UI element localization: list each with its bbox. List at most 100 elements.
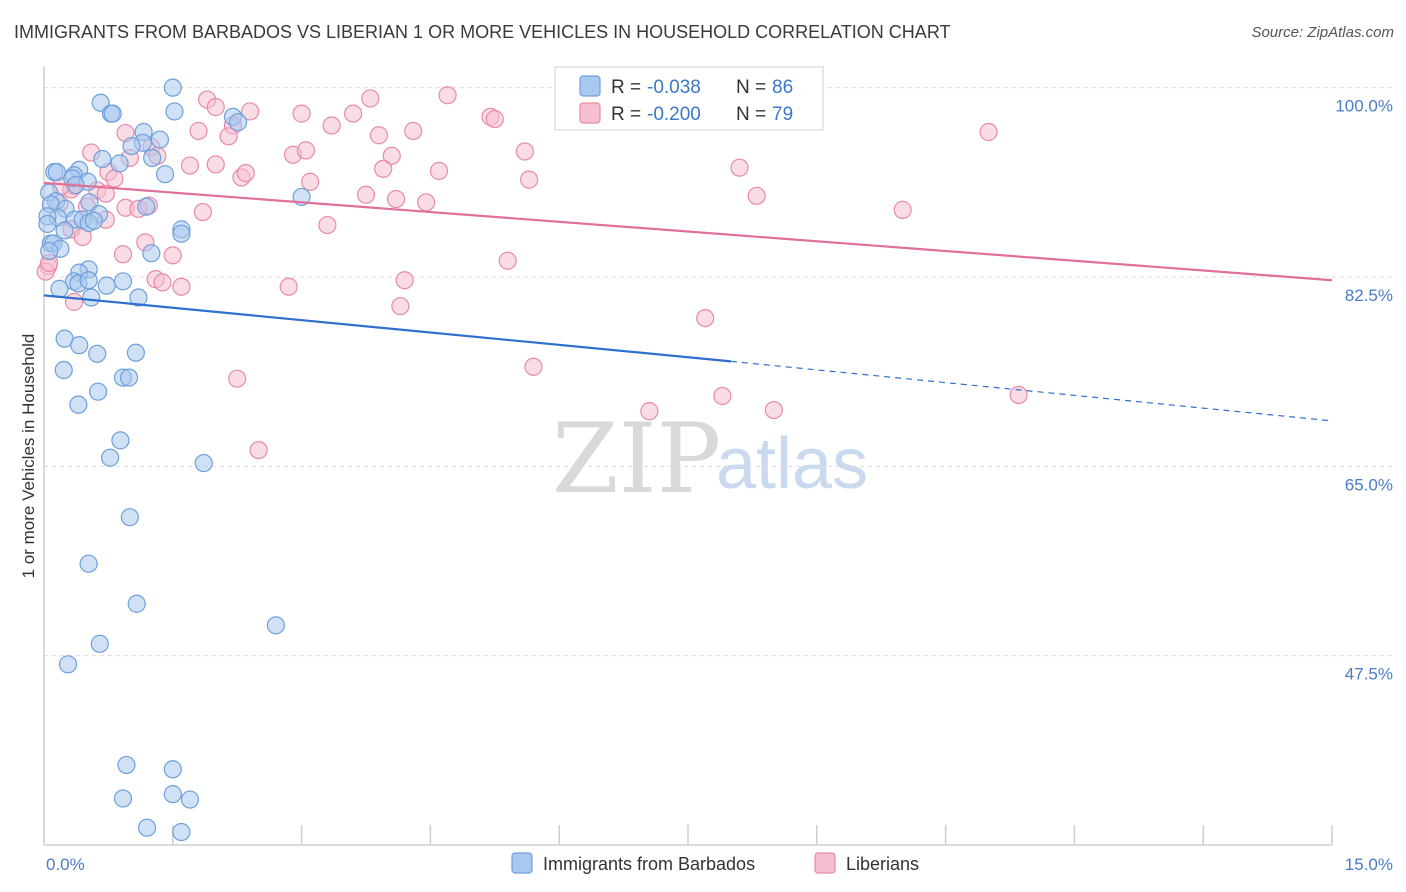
correlation-legend: R = -0.038 N = 86 R = -0.200 N = 79 [554, 66, 824, 131]
point-barbados [126, 343, 145, 362]
point-liberians [404, 121, 423, 141]
point-liberians [730, 158, 749, 177]
chart-title: IMMIGRANTS FROM BARBADOS VS LIBERIAN 1 O… [14, 22, 951, 42]
point-liberians [395, 271, 414, 290]
trend-lines [43, 181, 1333, 422]
point-liberians [520, 170, 539, 189]
bottom-legend-label-liberians: Liberians [846, 854, 919, 874]
point-liberians [417, 193, 436, 212]
point-barbados [69, 395, 88, 414]
point-liberians [113, 245, 133, 264]
point-barbados [47, 162, 66, 182]
point-barbados [127, 594, 146, 613]
y-tick-label: 47.5% [1345, 665, 1393, 684]
point-liberians [747, 186, 766, 205]
point-liberians [193, 202, 212, 222]
legend-r-value-barbados: -0.038 [647, 77, 701, 98]
series-liberians [36, 79, 1028, 460]
point-barbados [79, 554, 98, 573]
point-barbados [163, 760, 182, 779]
point-barbados [38, 214, 57, 234]
point-liberians [236, 164, 255, 183]
point-liberians [206, 155, 225, 174]
point-liberians [374, 159, 393, 178]
point-liberians [206, 98, 225, 117]
point-liberians [172, 277, 191, 296]
point-liberians [180, 156, 200, 175]
trend-line-barbados-extension [730, 360, 1333, 422]
point-liberians [391, 297, 410, 316]
point-liberians [296, 141, 315, 160]
point-liberians [696, 308, 715, 328]
point-barbados [150, 130, 170, 149]
source-label: Source: ZipAtlas.com [1251, 24, 1394, 41]
watermark-atlas: atlas [716, 424, 868, 504]
point-liberians [429, 161, 449, 181]
watermark-zip: ZIP [552, 403, 721, 515]
bottom-legend-swatch-liberians [814, 852, 836, 874]
point-barbados [90, 634, 109, 653]
point-liberians [515, 142, 534, 161]
bottom-legend-label-barbados: Immigrants from Barbados [543, 854, 755, 874]
point-barbados [54, 360, 73, 380]
point-liberians [189, 121, 208, 141]
point-liberians [356, 185, 376, 204]
legend-r-label-barbados: R = [611, 77, 641, 98]
point-barbados [97, 276, 116, 295]
point-barbados [80, 193, 99, 212]
point-liberians [386, 189, 406, 209]
point-barbados [228, 113, 248, 132]
point-barbados [142, 244, 161, 263]
point-liberians [228, 369, 247, 388]
point-liberians [524, 357, 543, 376]
point-liberians [361, 89, 380, 108]
x-tick-label-min: 0.0% [46, 855, 85, 874]
y-axis-label: 1 or more Vehicles in Household [19, 334, 38, 579]
point-barbados [172, 224, 191, 243]
x-ticks [172, 825, 1333, 845]
y-tick-label: 82.5% [1345, 286, 1393, 305]
point-liberians [64, 292, 84, 311]
bottom-legend-swatch-barbados [511, 852, 533, 874]
point-barbados [40, 241, 59, 261]
point-barbados [266, 616, 285, 635]
series-legend: Immigrants from Barbados Liberians [511, 852, 919, 874]
point-barbados [110, 154, 129, 173]
point-barbados [113, 272, 133, 291]
point-liberians [96, 184, 115, 203]
point-barbados [155, 165, 175, 184]
point-barbados [101, 448, 120, 467]
point-liberians [249, 440, 268, 460]
point-barbados [103, 104, 122, 123]
point-liberians [219, 127, 238, 146]
legend-n-value-liberians: 79 [772, 104, 793, 125]
point-liberians [279, 277, 298, 296]
point-barbados [163, 78, 182, 97]
point-barbados [82, 288, 101, 307]
point-liberians [713, 386, 732, 406]
legend-n-value-barbados: 86 [772, 77, 793, 98]
point-barbados [88, 382, 108, 401]
point-barbados [50, 279, 69, 298]
point-barbados [55, 221, 74, 240]
point-liberians [301, 172, 320, 191]
legend-swatch-liberians [579, 102, 601, 124]
point-liberians [322, 116, 341, 135]
point-barbados [119, 368, 139, 387]
legend-swatch-barbados [579, 75, 601, 97]
legend-r-label-liberians: R = [611, 104, 641, 125]
legend-n-label-barbados: N = [736, 77, 766, 98]
point-barbados [117, 755, 136, 775]
point-liberians [292, 104, 311, 123]
point-barbados [137, 197, 156, 216]
point-liberians [764, 400, 783, 420]
point-liberians [979, 122, 998, 142]
point-liberians [640, 402, 659, 421]
point-barbados [113, 789, 133, 808]
point-barbados [129, 288, 148, 307]
point-barbados [58, 655, 78, 674]
y-tick-label: 65.0% [1345, 475, 1393, 494]
point-barbados [88, 344, 107, 363]
y-tick-label: 100.0% [1335, 97, 1393, 116]
